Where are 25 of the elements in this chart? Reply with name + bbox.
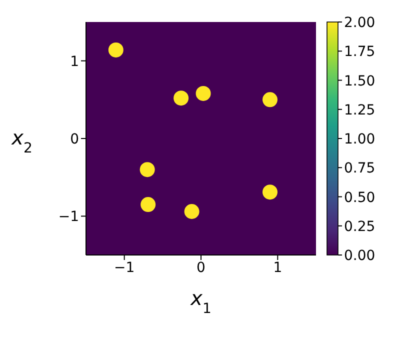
color-bar-label: 1.25: [344, 102, 376, 118]
color-bar-label: 1.75: [344, 44, 376, 60]
color-bar-label: 1.00: [344, 132, 376, 148]
point: [174, 90, 189, 106]
y-tick-label: 0: [70, 131, 79, 148]
color-bar-label: 0.50: [344, 190, 376, 206]
x-tick-label: −1: [114, 260, 135, 276]
point: [196, 86, 211, 101]
y-tick-label: 1: [70, 54, 79, 70]
color-bar-label: 2.00: [344, 15, 376, 31]
color-bar-label: 0.00: [344, 248, 376, 264]
color-bar-label: 0.75: [344, 160, 376, 177]
y-axis-title: x$_{2}$: [10, 126, 32, 156]
y-tick-label: −1: [58, 209, 79, 226]
color-bar-label: 0.25: [344, 218, 376, 235]
point: [140, 197, 156, 212]
point: [184, 204, 200, 220]
x-tick-label: 1: [273, 260, 282, 276]
point: [262, 184, 278, 200]
x-axis-title: x$_{1}$: [190, 286, 212, 317]
point: [108, 42, 124, 58]
point: [262, 92, 278, 108]
x-tick-label: 0: [196, 260, 206, 276]
color-bar-label: 1.50: [344, 73, 376, 90]
point: [140, 162, 155, 178]
